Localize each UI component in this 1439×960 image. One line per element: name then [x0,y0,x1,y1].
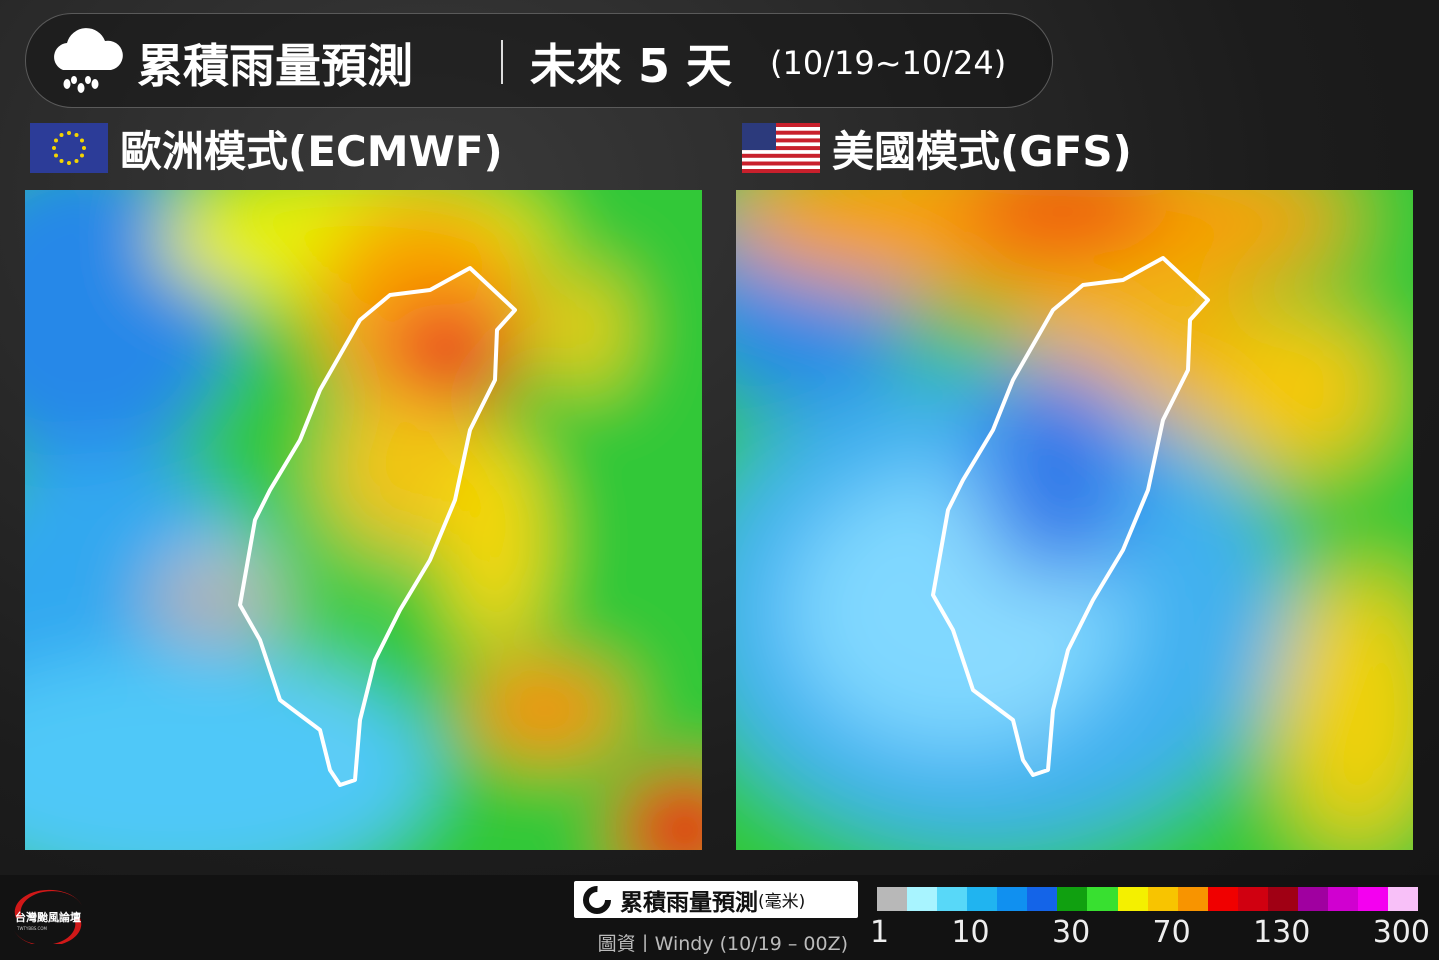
legend-title: 累積雨量預測 [620,889,758,916]
color-swatch [1237,887,1268,911]
gfs-map [736,190,1413,850]
legend-unit: (毫米) [758,892,806,912]
color-swatch [907,887,938,911]
star [67,131,71,135]
color-swatch [1087,887,1118,911]
scale-label: 130 [1253,915,1311,950]
divider [501,40,503,84]
color-swatch [967,887,998,911]
star [54,138,59,143]
scale-label: 10 [951,915,990,950]
color-swatch [1147,887,1178,911]
color-swatch [1117,887,1148,911]
logo-site: TWTYBBS.COM [16,926,47,931]
dates: (10/19~10/24) [770,44,1007,82]
color-swatch [1327,887,1358,911]
scale-label: 30 [1052,915,1091,950]
scale-labels: 1 10 30 70 130 300 [870,915,1430,950]
rain-icon [54,28,123,93]
star [54,153,59,158]
color-swatch [1267,887,1298,911]
ecmwf-map [25,190,702,850]
color-scale [877,887,1419,911]
scale-label: 70 [1152,915,1191,950]
star [59,133,64,138]
logo: 台灣颱風論壇 TWTYBBS.COM [14,889,83,944]
star [67,161,71,165]
source: 圖資丨Windy (10/19 – 00Z) [597,933,848,955]
header [25,13,1053,108]
scale-label: 300 [1372,915,1430,950]
period: 未來 5 天 [530,39,733,93]
eu-flag [30,123,108,173]
color-swatch [1027,887,1058,911]
panel-title: 歐洲模式(ECMWF) [120,127,503,176]
star [79,138,84,143]
star [59,158,64,163]
logo-name: 台灣颱風論壇 [15,910,81,924]
star [82,146,86,150]
title: 累積雨量預測 [137,39,413,93]
panel-title: 美國模式(GFS) [832,127,1132,176]
color-swatch [1057,887,1088,911]
star [74,158,79,163]
star [74,133,79,138]
legend-title-box: 累積雨量預測 (毫米) [574,881,858,918]
windy-icon [583,885,611,914]
star [79,153,84,158]
color-swatch [1297,887,1328,911]
color-swatch [1207,887,1238,911]
color-swatch [877,887,908,911]
star [52,146,56,150]
color-swatch [997,887,1028,911]
scale-label: 1 [870,915,890,950]
color-swatch [1177,887,1208,911]
color-swatch [1358,887,1389,911]
color-swatch [1388,887,1419,911]
us-flag [742,123,820,173]
color-swatch [937,887,968,911]
